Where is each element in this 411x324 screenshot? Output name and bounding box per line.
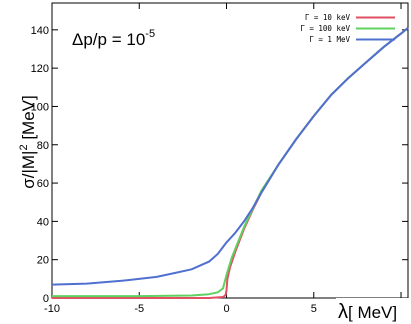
y-tick-label-6: 120 — [31, 63, 49, 75]
y-tick-label-0: 0 — [43, 293, 49, 305]
legend-label-2: Γ = 1 MeV — [309, 35, 350, 44]
y-tick-label-5: 100 — [31, 101, 49, 113]
y-tick-labels: 0 20 40 60 80 100 120 140 — [31, 25, 49, 305]
x-tick-label-3: 5 — [311, 303, 317, 315]
x-tick-marks — [51, 3, 402, 298]
x-label-symbol: λ — [338, 301, 348, 323]
y-axis-label: σ/|M|2 [MeV] — [18, 95, 38, 188]
y-tick-label-1: 20 — [37, 255, 49, 267]
x-tick-label-1: -5 — [134, 303, 144, 315]
x-axis-label: λ[ MeV] — [338, 301, 397, 323]
y-tick-label-4: 80 — [37, 140, 49, 152]
y-label-unit: [MeV] — [19, 95, 38, 144]
legend: Γ = 10 keV Γ = 100 keV Γ = 1 MeV — [300, 13, 395, 44]
y-tick-label-7: 140 — [31, 25, 49, 37]
y-label-prefix: σ/|M| — [19, 151, 38, 189]
x-label-background — [336, 298, 410, 322]
y-tick-label-3: 60 — [37, 178, 49, 190]
legend-label-0: Γ = 10 keV — [305, 13, 351, 22]
series-lines — [51, 27, 409, 299]
y-label-exponent: 2 — [18, 144, 30, 150]
y-tick-label-2: 40 — [37, 216, 49, 228]
plot-frame — [51, 2, 409, 299]
delta-p-annotation: Δp/p = 10-5 — [72, 28, 155, 49]
series-line-2 — [51, 27, 409, 286]
x-tick-label-2: 0 — [223, 303, 229, 315]
legend-label-1: Γ = 100 keV — [300, 24, 350, 33]
x-label-unit: [ MeV] — [348, 303, 397, 322]
delta-p-base: Δp/p = 10 — [72, 30, 145, 49]
x-tick-label-0: -10 — [44, 303, 60, 315]
delta-p-exponent: -5 — [145, 28, 155, 40]
